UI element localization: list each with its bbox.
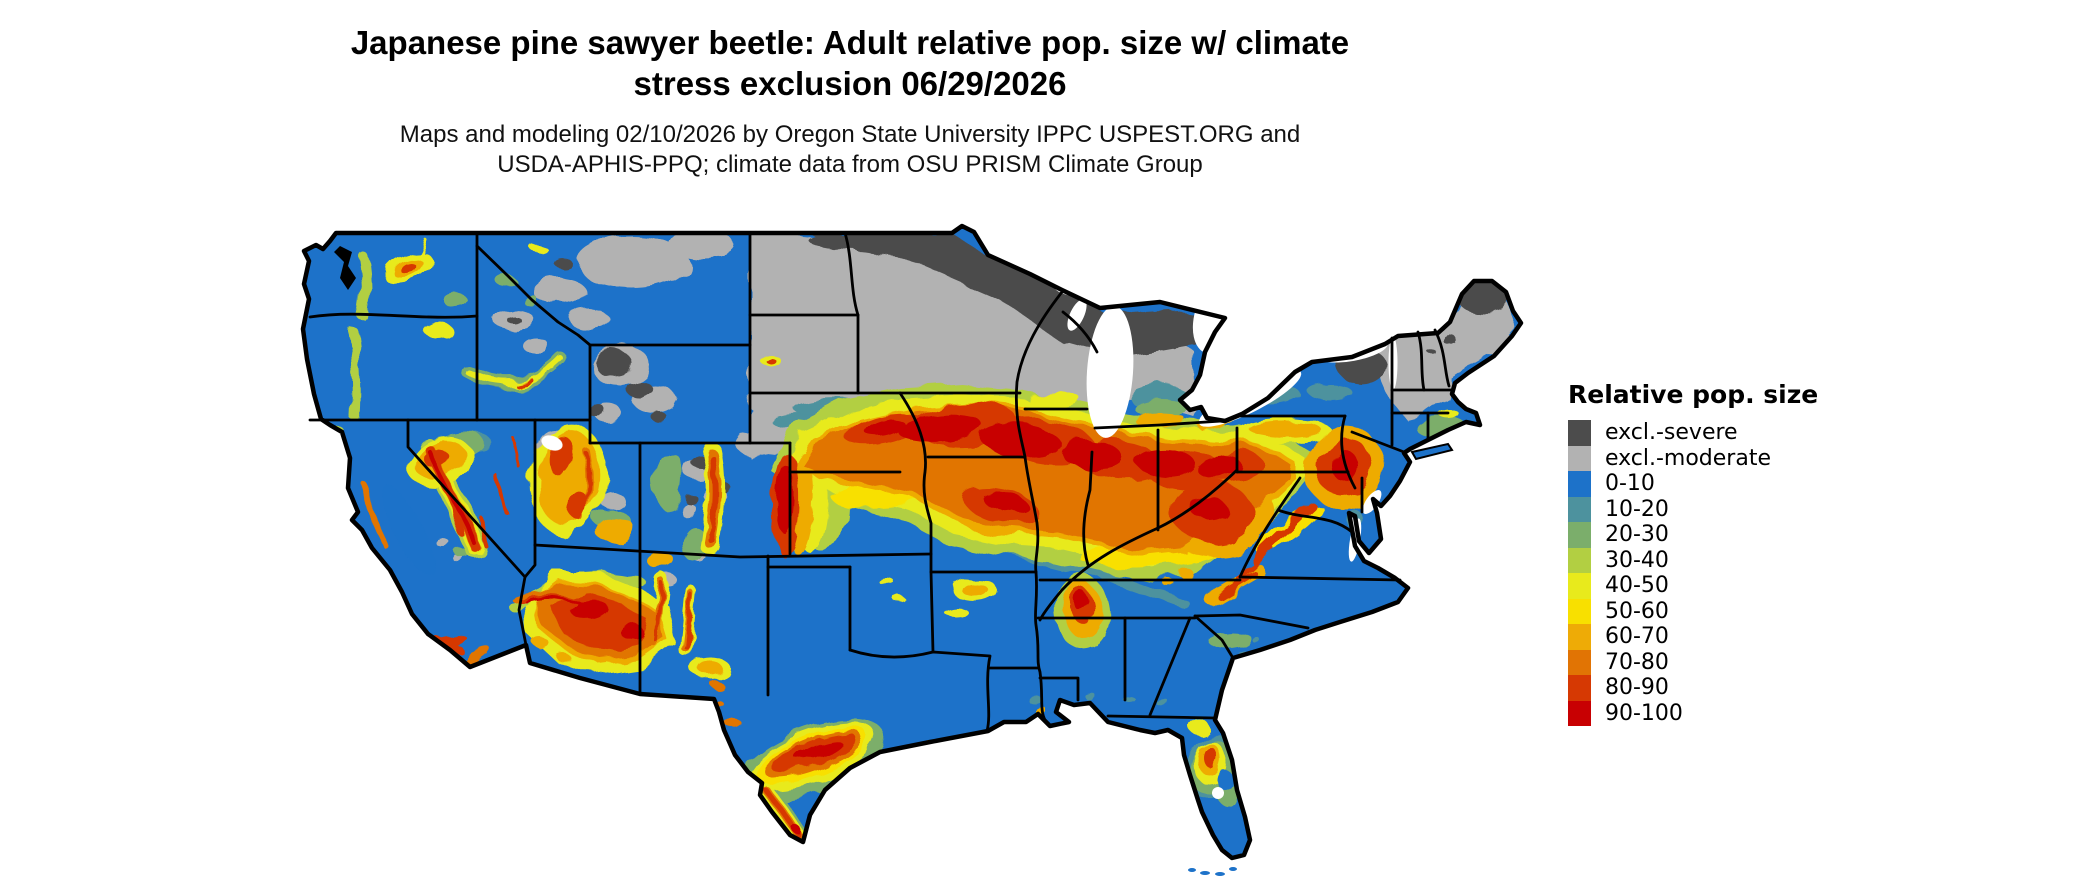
- legend-label: excl.-severe: [1605, 420, 1738, 446]
- legend-row: 50-60: [1568, 598, 1818, 624]
- great-salt-lake: [541, 435, 563, 451]
- legend-label: 40-50: [1605, 573, 1669, 599]
- florida-keys: [1188, 868, 1196, 872]
- florida-keys: [1229, 867, 1237, 871]
- legend-swatch: [1568, 420, 1591, 446]
- legend-label: 20-30: [1605, 522, 1669, 548]
- legend-swatch: [1568, 573, 1591, 599]
- long-island: [1410, 442, 1454, 461]
- legend-row: 70-80: [1568, 649, 1818, 675]
- map-subtitle-line1: Maps and modeling 02/10/2026 by Oregon S…: [399, 121, 1301, 148]
- map-title-line1: Japanese pine sawyer beetle: Adult relat…: [350, 24, 1350, 61]
- lake-michigan: [1086, 306, 1134, 438]
- coastal-details: [334, 246, 1454, 876]
- map-pop-regions: [328, 231, 1518, 845]
- legend-label: 80-90: [1605, 675, 1669, 701]
- legend-swatch: [1568, 675, 1591, 701]
- legend-swatch: [1568, 598, 1591, 624]
- legend-label: 70-80: [1605, 649, 1669, 675]
- legend-row: excl.-moderate: [1568, 445, 1818, 471]
- legend-entries: excl.-severe excl.-moderate 0-10 10-20 20-30…: [1568, 420, 1818, 726]
- legend-row: 60-70: [1568, 624, 1818, 650]
- legend-label: 60-70: [1605, 624, 1669, 650]
- legend-swatch: [1568, 471, 1591, 497]
- legend-label: 50-60: [1605, 598, 1669, 624]
- legend-row: 90-100: [1568, 700, 1818, 726]
- legend-label: 30-40: [1605, 547, 1669, 573]
- legend-swatch: [1568, 522, 1591, 548]
- green-bay: [1067, 299, 1087, 331]
- map-title: Japanese pine sawyer beetle: Adult relat…: [0, 22, 1700, 104]
- map-subtitle: Maps and modeling 02/10/2026 by Oregon S…: [0, 120, 1700, 180]
- legend-label: excl.-moderate: [1605, 445, 1771, 471]
- lake-okeechobee: [1212, 787, 1224, 799]
- legend-swatch: [1568, 649, 1591, 675]
- legend-row: 80-90: [1568, 675, 1818, 701]
- florida-keys: [1200, 871, 1210, 875]
- legend-swatch: [1568, 445, 1591, 471]
- legend-row: 0-10: [1568, 471, 1818, 497]
- legend-label: 0-10: [1605, 471, 1655, 497]
- legend-swatch: [1568, 547, 1591, 573]
- title-block: Japanese pine sawyer beetle: Adult relat…: [0, 22, 1700, 180]
- map-title-line2: stress exclusion 06/29/2026: [633, 65, 1067, 102]
- florida-keys: [1215, 872, 1225, 876]
- legend-row: excl.-severe: [1568, 420, 1818, 446]
- legend-label: 10-20: [1605, 496, 1669, 522]
- legend: Relative pop. size excl.-severe excl.-mod…: [1568, 380, 1818, 726]
- map-subtitle-line2: USDA-APHIS-PPQ; climate data from OSU PR…: [497, 151, 1203, 178]
- legend-label: 90-100: [1605, 700, 1683, 726]
- legend-row: 20-30: [1568, 522, 1818, 548]
- legend-row: 30-40: [1568, 547, 1818, 573]
- puget-sound: [334, 246, 356, 290]
- legend-row: 40-50: [1568, 573, 1818, 599]
- state-borders: [308, 231, 1454, 733]
- legend-swatch: [1568, 700, 1591, 726]
- legend-swatch: [1568, 624, 1591, 650]
- legend-row: 10-20: [1568, 496, 1818, 522]
- lake-st-clair: [1227, 402, 1237, 412]
- legend-swatch: [1568, 496, 1591, 522]
- legend-title: Relative pop. size: [1568, 380, 1819, 409]
